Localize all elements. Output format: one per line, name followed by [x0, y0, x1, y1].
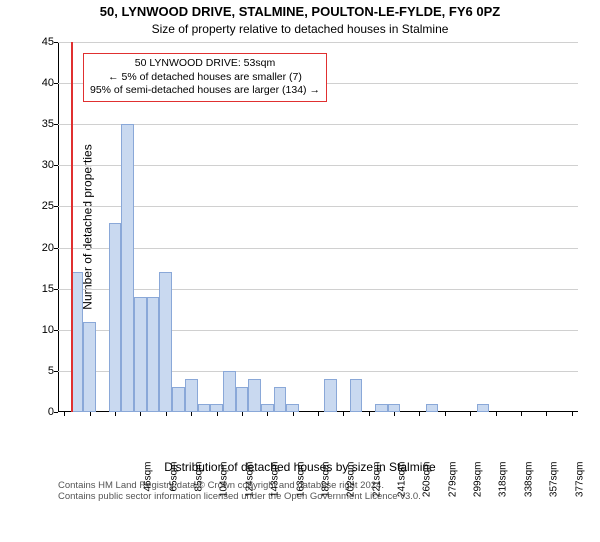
- x-tick-label: 221sqm: [371, 462, 382, 542]
- gridline: [58, 124, 578, 125]
- x-tick-label: 143sqm: [270, 462, 281, 542]
- x-tick-mark: [267, 412, 268, 416]
- histogram-bar: [147, 297, 160, 412]
- annotation-box: 50 LYNWOOD DRIVE: 53sqm ← 5% of detached…: [83, 53, 327, 102]
- x-tick-label: 279sqm: [447, 462, 458, 542]
- y-tick-label: 35: [24, 118, 54, 130]
- y-tick-mark: [54, 83, 58, 84]
- x-tick-mark: [496, 412, 497, 416]
- histogram-bar: [274, 387, 287, 412]
- histogram-bar: [198, 404, 211, 412]
- x-tick-mark: [90, 412, 91, 416]
- x-tick-mark: [394, 412, 395, 416]
- y-tick-mark: [54, 206, 58, 207]
- y-tick-label: 25: [24, 200, 54, 212]
- x-tick-mark: [546, 412, 547, 416]
- gridline: [58, 206, 578, 207]
- histogram-bar: [134, 297, 147, 412]
- histogram-bar: [350, 379, 363, 412]
- y-tick-mark: [54, 42, 58, 43]
- annotation-line-3: 95% of semi-detached houses are larger (…: [90, 84, 320, 98]
- x-tick-label: 85sqm: [194, 462, 205, 542]
- marker-line: [71, 42, 73, 412]
- gridline: [58, 42, 578, 43]
- x-tick-mark: [318, 412, 319, 416]
- annotation-line-1: 50 LYNWOOD DRIVE: 53sqm: [90, 57, 320, 71]
- x-tick-mark: [572, 412, 573, 416]
- y-tick-mark: [54, 124, 58, 125]
- y-tick-mark: [54, 412, 58, 413]
- x-tick-label: 299sqm: [473, 462, 484, 542]
- x-tick-mark: [217, 412, 218, 416]
- x-tick-mark: [419, 412, 420, 416]
- gridline: [58, 289, 578, 290]
- gridline: [58, 165, 578, 166]
- histogram-bar: [388, 404, 401, 412]
- x-tick-mark: [64, 412, 65, 416]
- y-tick-label: 45: [24, 36, 54, 48]
- y-tick-label: 20: [24, 242, 54, 254]
- x-tick-label: 65sqm: [168, 462, 179, 542]
- y-tick-mark: [54, 330, 58, 331]
- x-tick-label: 163sqm: [295, 462, 306, 542]
- x-tick-mark: [369, 412, 370, 416]
- credit-text: Contains HM Land Registry data © Crown c…: [58, 480, 421, 502]
- x-tick-mark: [293, 412, 294, 416]
- histogram-bar: [121, 124, 134, 412]
- x-tick-label: 241sqm: [397, 462, 408, 542]
- x-tick-mark: [445, 412, 446, 416]
- histogram-bar: [109, 223, 122, 412]
- y-tick-label: 15: [24, 283, 54, 295]
- x-tick-label: 46sqm: [143, 462, 154, 542]
- y-tick-mark: [54, 289, 58, 290]
- annotation-line-2: ← 5% of detached houses are smaller (7): [90, 71, 320, 85]
- chart-title-sub: Size of property relative to detached ho…: [0, 22, 600, 36]
- x-tick-mark: [470, 412, 471, 416]
- y-axis-line: [58, 42, 59, 412]
- gridline: [58, 248, 578, 249]
- x-tick-label: 182sqm: [320, 462, 331, 542]
- x-tick-mark: [191, 412, 192, 416]
- y-tick-label: 10: [24, 324, 54, 336]
- x-tick-mark: [166, 412, 167, 416]
- histogram-bar: [185, 379, 198, 412]
- y-tick-label: 30: [24, 159, 54, 171]
- x-tick-label: 104sqm: [219, 462, 230, 542]
- x-tick-label: 357sqm: [549, 462, 560, 542]
- y-tick-label: 5: [24, 365, 54, 377]
- histogram-bar: [426, 404, 439, 412]
- y-tick-mark: [54, 371, 58, 372]
- y-tick-mark: [54, 248, 58, 249]
- x-tick-mark: [521, 412, 522, 416]
- x-tick-label: 124sqm: [244, 462, 255, 542]
- x-tick-label: 338sqm: [523, 462, 534, 542]
- histogram-bar: [286, 404, 299, 412]
- x-tick-label: 260sqm: [422, 462, 433, 542]
- x-tick-mark: [242, 412, 243, 416]
- histogram-bar: [223, 371, 236, 412]
- histogram-bar: [159, 272, 172, 412]
- histogram-bar: [248, 379, 261, 412]
- x-tick-mark: [343, 412, 344, 416]
- histogram-bar: [324, 379, 337, 412]
- y-tick-mark: [54, 165, 58, 166]
- chart-container: 50, LYNWOOD DRIVE, STALMINE, POULTON-LE-…: [0, 0, 600, 500]
- y-tick-label: 40: [24, 77, 54, 89]
- histogram-bar: [172, 387, 185, 412]
- histogram-bar: [261, 404, 274, 412]
- x-tick-label: 377sqm: [574, 462, 585, 542]
- x-tick-mark: [140, 412, 141, 416]
- histogram-bar: [210, 404, 223, 412]
- chart-title-main: 50, LYNWOOD DRIVE, STALMINE, POULTON-LE-…: [0, 4, 600, 19]
- histogram-bar: [83, 322, 96, 412]
- histogram-bar: [236, 387, 249, 412]
- y-tick-label: 0: [24, 406, 54, 418]
- x-tick-label: 318sqm: [498, 462, 509, 542]
- histogram-bar: [375, 404, 388, 412]
- x-tick-label: 202sqm: [346, 462, 357, 542]
- histogram-bar: [477, 404, 490, 412]
- x-tick-mark: [115, 412, 116, 416]
